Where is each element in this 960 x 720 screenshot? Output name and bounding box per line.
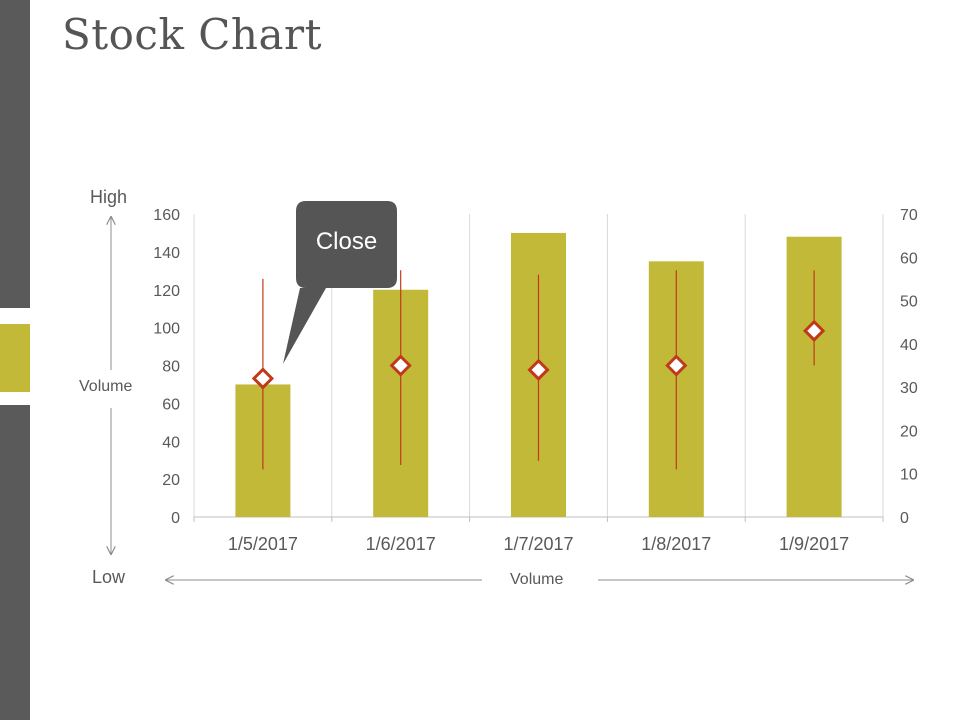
close-marker: [527, 358, 550, 381]
volume-axis-label-left: Volume: [79, 378, 133, 395]
sidebar-decoration-accent: [0, 324, 30, 392]
y-tick-label-left: 160: [153, 207, 180, 224]
y-tick-label-left: 40: [162, 434, 180, 451]
low-label: Low: [92, 567, 126, 587]
y-tick-label-right: 30: [900, 380, 918, 397]
y-tick-label-left: 0: [171, 510, 180, 527]
y-tick-label-right: 70: [900, 207, 918, 224]
x-tick-label: 1/6/2017: [366, 534, 436, 554]
callout-bubble: [283, 201, 397, 364]
y-tick-label-left: 120: [153, 283, 180, 300]
x-tick-label: 1/8/2017: [641, 534, 711, 554]
callout-close-label: Close: [315, 228, 378, 255]
volume-axis-label-bottom: Volume: [510, 571, 564, 588]
close-marker: [802, 319, 826, 342]
x-tick-label: 1/7/2017: [503, 534, 573, 554]
y-tick-label-right: 40: [900, 337, 918, 354]
close-marker: [665, 354, 688, 377]
sidebar-decoration-bottom: [0, 405, 30, 720]
page-title: Stock Chart: [62, 10, 322, 59]
y-tick-label-right: 60: [900, 250, 918, 267]
x-tick-label: 1/9/2017: [779, 534, 849, 554]
sidebar-decoration-top: [0, 0, 30, 308]
y-tick-label-left: 60: [162, 396, 180, 413]
close-marker: [251, 367, 275, 390]
y-tick-label-left: 20: [162, 472, 180, 489]
high-label: High: [90, 187, 128, 207]
y-tick-label-right: 10: [900, 467, 918, 484]
y-tick-label-right: 20: [900, 423, 918, 440]
x-tick-label: 1/5/2017: [228, 534, 298, 554]
y-tick-label-right: 50: [900, 294, 918, 311]
y-tick-label-left: 80: [162, 359, 180, 376]
y-tick-label-left: 140: [153, 245, 180, 262]
y-tick-label-right: 0: [900, 510, 909, 527]
close-marker: [389, 354, 412, 377]
y-tick-label-left: 100: [153, 321, 180, 338]
